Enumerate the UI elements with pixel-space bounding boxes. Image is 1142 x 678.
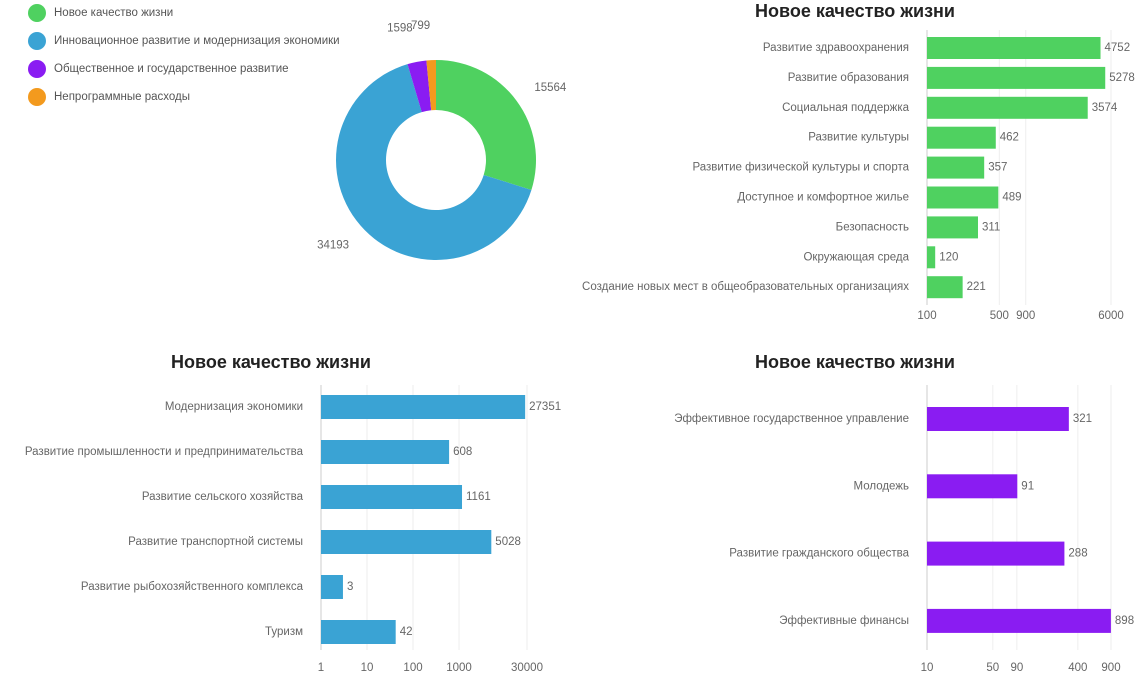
legend-marker	[28, 32, 46, 50]
x-tick-label: 900	[1101, 662, 1120, 674]
bar	[927, 216, 978, 239]
bar	[321, 575, 343, 599]
x-tick-label: 30000	[511, 662, 543, 674]
value-label: 5278	[1109, 72, 1135, 84]
legend-label: Непрограммные расходы	[54, 91, 190, 103]
x-tick-label: 100	[403, 662, 422, 674]
category-label: Развитие рыбохозяйственного комплекса	[81, 581, 304, 593]
value-label: 489	[1002, 192, 1021, 204]
x-tick-label: 10	[361, 662, 374, 674]
category-label: Доступное и комфортное жилье	[737, 192, 909, 204]
value-label: 311	[982, 221, 1000, 233]
bar	[927, 37, 1101, 59]
value-label: 1161	[466, 491, 491, 503]
value-label: 462	[1000, 132, 1019, 144]
legend-marker	[28, 88, 46, 106]
value-label: 4752	[1105, 42, 1131, 54]
x-tick-label: 900	[1016, 310, 1035, 322]
x-tick-label: 1000	[446, 662, 472, 674]
bar	[927, 126, 996, 149]
value-label: 27351	[529, 401, 561, 413]
slice-label: 799	[411, 20, 430, 32]
legend-marker	[28, 60, 46, 78]
legend-label: Инновационное развитие и модернизация эк…	[54, 35, 340, 47]
category-label: Безопасность	[836, 221, 909, 233]
x-tick-label: 50	[986, 662, 999, 674]
category-label: Туризм	[265, 626, 303, 638]
x-tick-label: 6000	[1098, 310, 1124, 322]
legend-marker	[28, 4, 46, 22]
bar	[927, 246, 936, 269]
donut-slice	[426, 59, 436, 111]
category-label: Развитие транспортной системы	[128, 536, 303, 548]
category-label: Развитие физической культуры и спорта	[692, 162, 909, 174]
x-tick-label: 1	[318, 662, 324, 674]
category-label: Развитие образования	[788, 72, 909, 84]
bar	[321, 530, 492, 554]
slice-label: 1598	[387, 22, 413, 34]
bar	[927, 96, 1088, 119]
category-label: Модернизация экономики	[165, 401, 303, 413]
bar	[927, 541, 1065, 566]
category-label: Окружающая среда	[803, 251, 909, 263]
bar	[321, 485, 463, 509]
value-label: 3	[347, 581, 353, 593]
value-label: 608	[453, 446, 472, 458]
value-label: 120	[939, 251, 958, 263]
value-label: 3574	[1092, 102, 1118, 114]
value-label: 221	[967, 281, 986, 293]
chart-title: Новое качество жизни	[755, 1, 955, 21]
x-tick-label: 500	[990, 310, 1009, 322]
category-label: Эффективные финансы	[779, 615, 909, 627]
chart-title: Новое качество жизни	[171, 352, 371, 372]
category-label: Развитие сельского хозяйства	[142, 491, 304, 503]
donut-slice	[407, 60, 432, 113]
x-tick-label: 100	[917, 310, 936, 322]
bar	[927, 156, 985, 179]
bar	[321, 620, 396, 644]
category-label: Социальная поддержка	[782, 102, 910, 114]
bar	[927, 608, 1111, 633]
bar	[321, 395, 526, 419]
chart-title: Новое качество жизни	[755, 352, 955, 372]
bar	[321, 440, 450, 464]
x-tick-label: 90	[1010, 662, 1023, 674]
value-label: 42	[400, 626, 413, 638]
category-label: Создание новых мест в общеобразовательны…	[582, 281, 909, 293]
value-label: 898	[1115, 615, 1134, 627]
value-label: 288	[1068, 548, 1087, 560]
x-tick-label: 10	[921, 662, 934, 674]
value-label: 357	[988, 162, 1007, 174]
category-label: Развитие промышленности и предпринимател…	[25, 446, 304, 458]
bar	[927, 186, 999, 209]
value-label: 91	[1021, 480, 1034, 492]
category-label: Эффективное государственное управление	[674, 413, 909, 425]
donut-slice	[336, 64, 532, 260]
category-label: Развитие гражданского общества	[729, 548, 909, 560]
category-label: Развитие культуры	[808, 132, 909, 144]
legend-label: Новое качество жизни	[54, 7, 173, 19]
bar	[927, 276, 963, 299]
donut-slice	[436, 60, 537, 190]
category-label: Развитие здравоохранения	[763, 42, 909, 54]
category-label: Молодежь	[854, 480, 910, 492]
slice-label: 34193	[317, 240, 349, 252]
legend-label: Общественное и государственное развитие	[54, 63, 289, 75]
value-label: 5028	[495, 536, 521, 548]
slice-label: 15564	[534, 82, 567, 94]
bar	[927, 474, 1018, 499]
bar	[927, 66, 1106, 89]
x-tick-label: 400	[1068, 662, 1087, 674]
value-label: 321	[1073, 413, 1092, 425]
bar	[927, 407, 1069, 431]
